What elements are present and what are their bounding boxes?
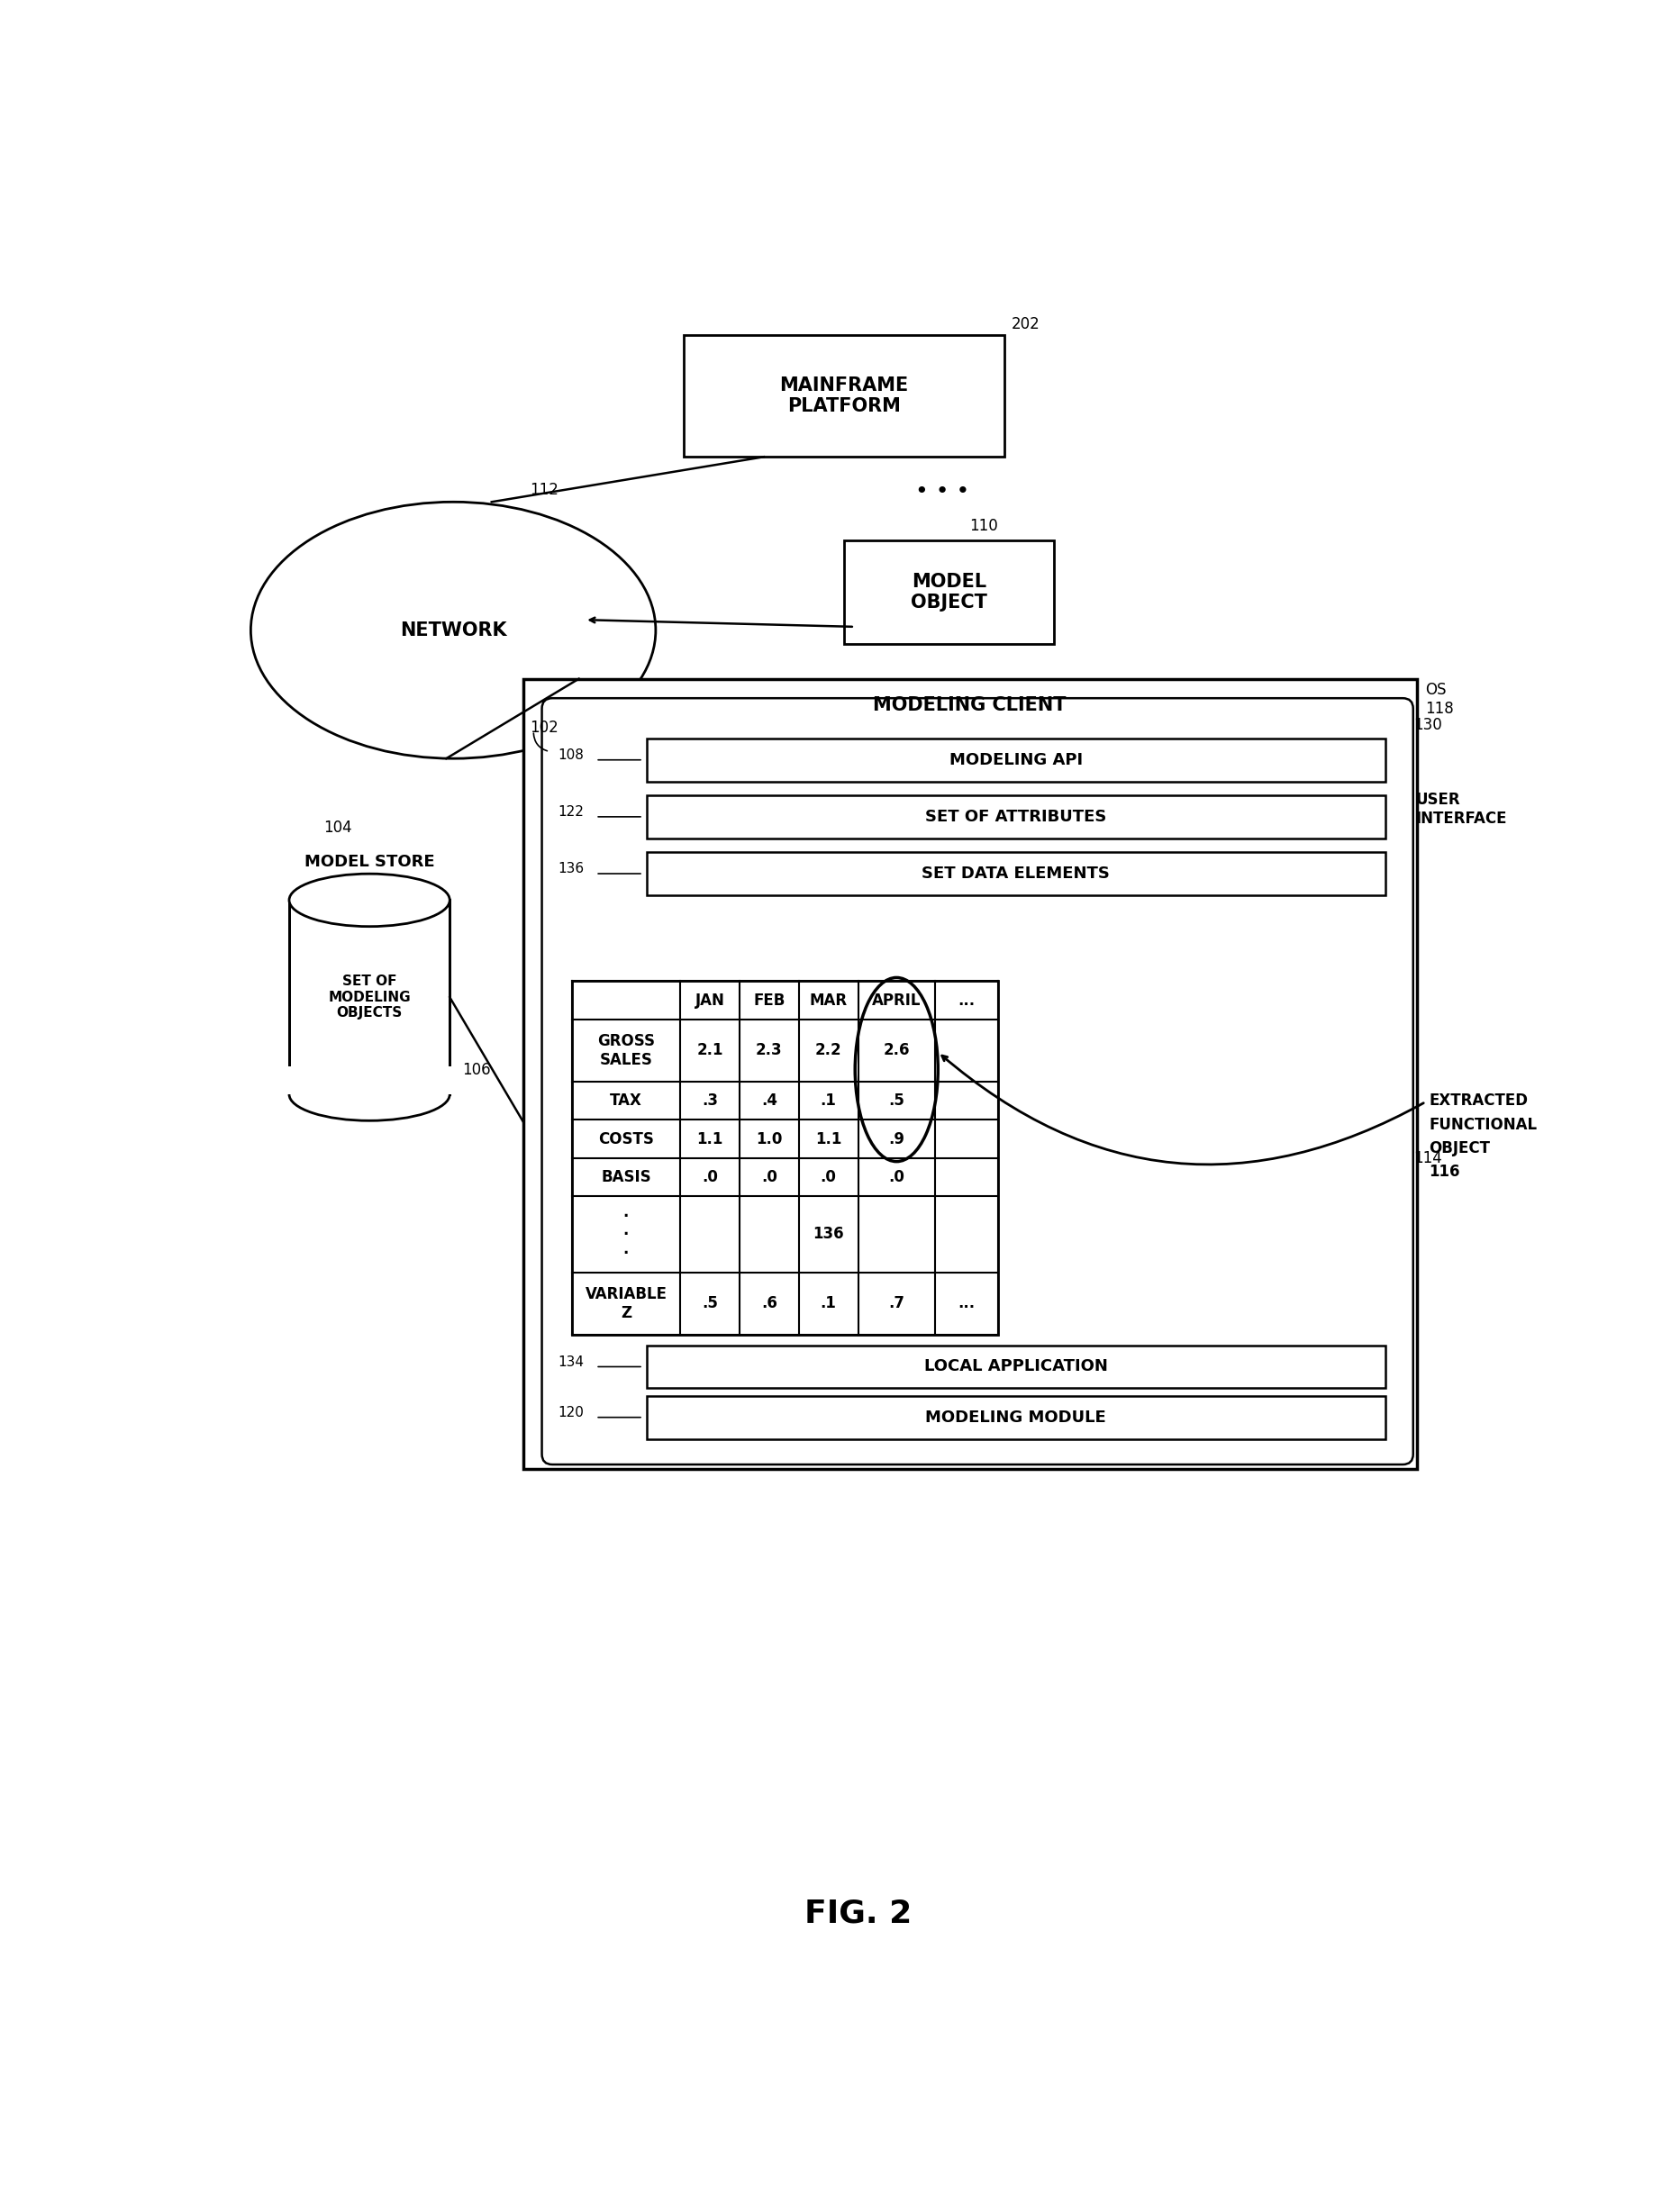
Text: ⋅
⋅
⋅: ⋅ ⋅ ⋅ (623, 1208, 628, 1261)
Text: 136: 136 (812, 1225, 844, 1243)
Text: EXTRACTED
FUNCTIONAL
OBJECT
116: EXTRACTED FUNCTIONAL OBJECT 116 (1429, 1093, 1537, 1181)
Bar (647, 1396, 1385, 1438)
Text: 106: 106 (463, 1062, 491, 1077)
Text: USER
INTERFACE: USER INTERFACE (1415, 792, 1507, 827)
Text: SET DATA ELEMENTS: SET DATA ELEMENTS (922, 865, 1110, 883)
Text: VARIABLE
Z: VARIABLE Z (585, 1285, 667, 1321)
Text: .0: .0 (702, 1168, 719, 1186)
Text: 1.0: 1.0 (755, 1130, 782, 1148)
Text: .0: .0 (760, 1168, 777, 1186)
Text: MODELING API: MODELING API (949, 752, 1083, 768)
Text: NETWORK: NETWORK (399, 622, 506, 639)
Text: 2.6: 2.6 (884, 1042, 909, 1060)
Text: 202: 202 (1011, 316, 1041, 332)
Text: 108: 108 (558, 748, 583, 761)
Text: TAX: TAX (610, 1093, 642, 1108)
Text: MODELING CLIENT: MODELING CLIENT (874, 697, 1066, 714)
Text: .1: .1 (820, 1296, 837, 1312)
Text: 2.3: 2.3 (755, 1042, 782, 1060)
Text: LOCAL APPLICATION: LOCAL APPLICATION (924, 1358, 1108, 1376)
Text: .6: .6 (760, 1296, 777, 1312)
Text: 136: 136 (558, 863, 585, 876)
Text: .5: .5 (702, 1296, 719, 1312)
Text: .3: .3 (702, 1093, 719, 1108)
Text: .7: .7 (889, 1296, 904, 1312)
Text: • • •: • • • (914, 480, 969, 502)
Text: .0: .0 (820, 1168, 837, 1186)
Text: 112: 112 (530, 482, 558, 498)
Text: 1.1: 1.1 (697, 1130, 724, 1148)
Text: .9: .9 (889, 1130, 904, 1148)
Text: ...: ... (957, 1296, 974, 1312)
Text: .4: .4 (760, 1093, 777, 1108)
Text: MODELING MODULE: MODELING MODULE (926, 1409, 1106, 1425)
Bar (647, 739, 1385, 781)
Bar (571, 982, 998, 1334)
Text: JAN: JAN (695, 993, 725, 1009)
Text: GROSS
SALES: GROSS SALES (597, 1033, 655, 1068)
Ellipse shape (251, 502, 655, 759)
Bar (647, 852, 1385, 896)
Text: 104: 104 (324, 818, 353, 836)
Text: 2.1: 2.1 (697, 1042, 724, 1060)
Bar (683, 336, 1004, 458)
Text: 102: 102 (530, 719, 558, 737)
Text: .0: .0 (889, 1168, 904, 1186)
Bar (844, 540, 1054, 644)
Bar (286, 1066, 453, 1095)
Text: MAR: MAR (809, 993, 847, 1009)
Text: 122: 122 (558, 805, 583, 818)
Text: .1: .1 (820, 1093, 837, 1108)
Text: ...: ... (957, 993, 974, 1009)
Text: SET OF ATTRIBUTES: SET OF ATTRIBUTES (926, 810, 1106, 825)
FancyBboxPatch shape (541, 699, 1414, 1464)
Text: 110: 110 (969, 518, 999, 535)
Bar (523, 679, 1417, 1469)
Text: MODEL
OBJECT: MODEL OBJECT (911, 573, 988, 611)
Text: 130: 130 (1414, 717, 1442, 732)
Text: FEB: FEB (754, 993, 785, 1009)
Text: COSTS: COSTS (598, 1130, 653, 1148)
Text: SET OF
MODELING
OBJECTS: SET OF MODELING OBJECTS (328, 975, 411, 1020)
Ellipse shape (289, 1068, 449, 1121)
Ellipse shape (289, 874, 449, 927)
Text: .5: .5 (889, 1093, 904, 1108)
Text: BASIS: BASIS (602, 1168, 652, 1186)
Bar (289, 900, 449, 1095)
Bar (647, 796, 1385, 838)
Text: 120: 120 (558, 1407, 583, 1420)
Text: MAINFRAME
PLATFORM: MAINFRAME PLATFORM (780, 376, 909, 416)
Text: FIG. 2: FIG. 2 (804, 1898, 912, 1929)
Text: 134: 134 (558, 1356, 585, 1369)
Text: APRIL: APRIL (872, 993, 921, 1009)
Text: 2.2: 2.2 (815, 1042, 842, 1060)
Text: OS
118: OS 118 (1425, 681, 1454, 717)
Bar (647, 1345, 1385, 1389)
Text: MODEL STORE: MODEL STORE (304, 854, 434, 869)
Text: 1.1: 1.1 (815, 1130, 842, 1148)
Text: 114: 114 (1414, 1150, 1442, 1166)
